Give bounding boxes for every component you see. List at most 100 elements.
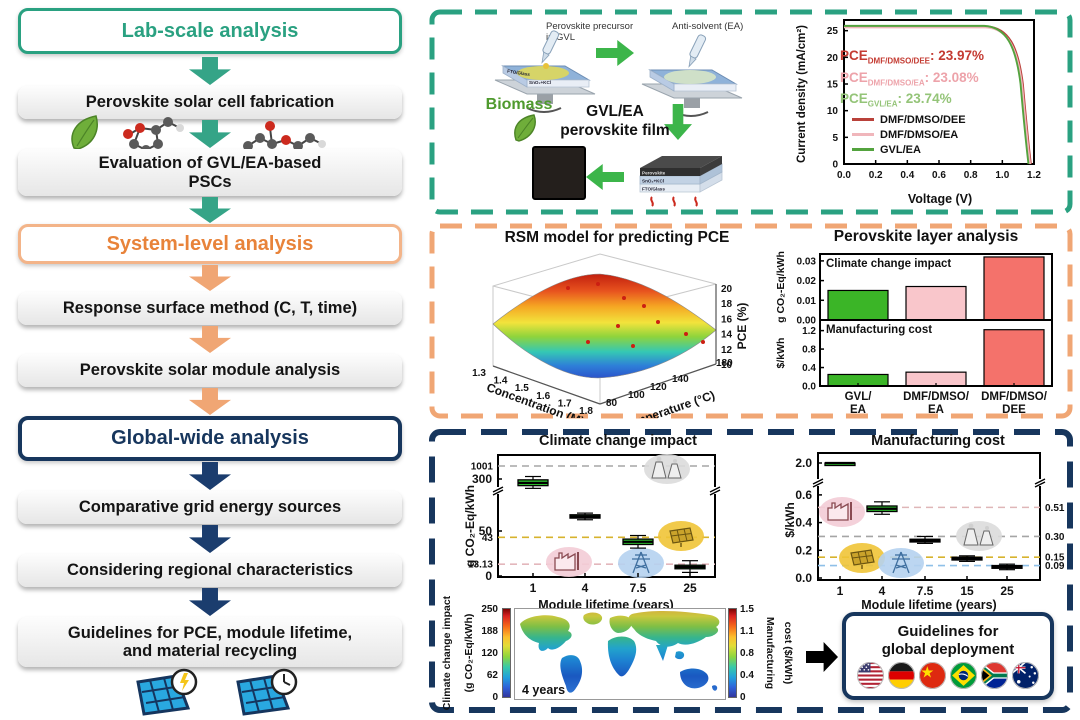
rsm-conc-tick: 1.4 bbox=[493, 376, 507, 387]
rsm-pce-tick: 18 bbox=[721, 299, 733, 310]
layer-ytick: 0.4 bbox=[802, 363, 816, 374]
layer-category-labels: GVL/ EA DMF/DMSO/ EA DMF/DMSO/ DEE bbox=[845, 391, 1048, 416]
jv-ytick: 10 bbox=[827, 106, 839, 117]
rsm-temp-tick: 140 bbox=[672, 374, 689, 385]
box-xtick: 7.5 bbox=[630, 581, 647, 595]
bar-climate bbox=[983, 256, 1045, 321]
pipette-icon bbox=[688, 34, 707, 68]
panel1-ylabel: g CO₂-Eq/kWh bbox=[775, 251, 787, 323]
3d-axes bbox=[492, 284, 717, 405]
deployment-title: Guidelines for global deployment bbox=[881, 623, 1015, 658]
rsm-conc-tick: 1.3 bbox=[472, 368, 486, 379]
flag-united-states-icon bbox=[857, 661, 884, 689]
antisolvent-label: Anti-solvent (EA) bbox=[672, 21, 744, 32]
down-arrow-icon bbox=[189, 525, 231, 553]
response-surface bbox=[492, 273, 717, 379]
continents bbox=[520, 611, 720, 693]
box-ytick: 2.0 bbox=[795, 456, 812, 470]
step-rsm: Response surface method (C, T, time) bbox=[18, 292, 402, 325]
substrate-layer1-label: SnO₂+KCl bbox=[529, 80, 551, 85]
reference-label: 13.13 bbox=[468, 560, 493, 571]
box-xtick: 25 bbox=[1000, 584, 1014, 598]
legend-item: GVL/EA bbox=[852, 142, 966, 157]
down-arrow-icon bbox=[189, 462, 231, 490]
deployment-arrow-icon bbox=[806, 642, 838, 672]
step-label: Perovskite solar cell fabrication bbox=[85, 93, 335, 112]
jv-xtick: 0.4 bbox=[900, 170, 914, 181]
jv-ytick: 25 bbox=[827, 26, 839, 37]
map-right-ticks: 1.5 1.1 0.8 0.4 0 bbox=[740, 604, 766, 703]
box-ytick: 0.0 bbox=[795, 571, 812, 585]
box-ytick: 0 bbox=[485, 569, 492, 583]
global-deployment-box: Guidelines for global deployment bbox=[842, 612, 1054, 700]
solar-panel-lifetime-icon bbox=[236, 668, 298, 716]
map-right-label-1: Manufacturing bbox=[764, 616, 776, 690]
svg-text:DEE: DEE bbox=[1002, 404, 1026, 416]
pce-annotation: PCEDMF/DMSO/DEE: 23.97% bbox=[840, 48, 985, 66]
down-arrow-icon bbox=[189, 120, 231, 148]
power-plant-icon bbox=[644, 454, 690, 484]
system-level-header: System-level analysis bbox=[18, 224, 402, 264]
reference-label: 0.30 bbox=[1045, 532, 1065, 543]
colorbar-tick: 250 bbox=[481, 604, 498, 615]
colorbar-tick: 1.1 bbox=[740, 626, 754, 637]
rsm-pce-tick: 16 bbox=[721, 314, 733, 325]
step-regional: Considering regional characteristics bbox=[18, 554, 402, 587]
reference-label: 0.15 bbox=[1045, 553, 1065, 564]
box-xtick: 1 bbox=[837, 584, 844, 598]
box-frame bbox=[497, 454, 716, 578]
rsm-pce-tick: 20 bbox=[721, 284, 733, 295]
flag-china-icon bbox=[919, 661, 946, 689]
layer-title: Perovskite layer analysis bbox=[833, 228, 1019, 245]
spin-coater-substrate-1: SnO₂+KCl FTO/Glass bbox=[494, 30, 596, 113]
box-xtick: 4 bbox=[582, 581, 589, 595]
box-ytick: 0.2 bbox=[795, 543, 812, 557]
down-arrow-icon bbox=[189, 197, 231, 223]
legend-label: DMF/DMSO/EA bbox=[880, 128, 959, 141]
step-label: Guidelines for PCE, module lifetime, and… bbox=[67, 623, 353, 660]
step-label: Considering regional characteristics bbox=[66, 561, 354, 580]
down-arrow-icon bbox=[189, 265, 231, 291]
flag-germany-icon bbox=[888, 661, 915, 689]
legend-swatch bbox=[852, 133, 874, 136]
step-module: Perovskite solar module analysis bbox=[18, 354, 402, 387]
jv-chart: 0.0 0.2 0.4 0.6 0.8 1.0 1.2 0 5 10 15 20 25 bbox=[827, 19, 1041, 181]
colorbar-tick: 0 bbox=[740, 692, 746, 703]
precursor-label: Perovskite precursor in GVL bbox=[546, 21, 634, 43]
box-ytick: 0.4 bbox=[795, 516, 812, 530]
reference-label: 0.51 bbox=[1045, 503, 1065, 514]
box-xtick: 1 bbox=[530, 581, 537, 595]
power-plant-icon bbox=[956, 521, 1002, 551]
pipette-icon bbox=[541, 30, 560, 64]
jv-xtick: 0.8 bbox=[964, 170, 978, 181]
cost-box-title: Manufacturing cost bbox=[871, 433, 1005, 449]
svg-text:GVL/: GVL/ bbox=[845, 391, 873, 403]
colorbar-tick: 62 bbox=[486, 670, 498, 681]
panel2-label: Manufacturing cost bbox=[826, 324, 932, 336]
jv-xtick: 1.2 bbox=[1027, 170, 1041, 181]
flag-south-africa-icon bbox=[981, 661, 1008, 689]
cost-ylabel: $/kWh bbox=[783, 502, 797, 537]
global-wide-header: Global-wide analysis bbox=[18, 416, 402, 461]
bar-climate bbox=[905, 285, 967, 321]
rsm-conc-tick: 1.5 bbox=[515, 383, 529, 394]
map-right-label-2: cost ($/kWh) bbox=[782, 621, 794, 685]
down-arrow-icon bbox=[189, 57, 231, 85]
box-ytick: 50 bbox=[479, 524, 493, 538]
rsm-temp-tick: 80 bbox=[606, 398, 618, 409]
jv-ytick: 15 bbox=[827, 80, 839, 91]
rsm-temp-tick: 100 bbox=[628, 390, 645, 401]
solar-panel-energy-icon bbox=[136, 668, 198, 716]
svg-text:EA: EA bbox=[928, 404, 944, 416]
legend-item: DMF/DMSO/DEE bbox=[852, 112, 966, 127]
jv-xtick: 0.2 bbox=[869, 170, 883, 181]
cost-xlabel: Module lifetime (years) bbox=[861, 598, 996, 612]
system-level-title: System-level analysis bbox=[106, 232, 314, 255]
climate-colorbar bbox=[502, 608, 511, 698]
map-left-ticks: 250 188 120 62 0 bbox=[470, 604, 498, 703]
step-label: Response surface method (C, T, time) bbox=[62, 299, 358, 318]
stack-fto-label: FTO/Glass bbox=[642, 186, 665, 191]
flag-australia-icon bbox=[1012, 661, 1039, 689]
colorbar-tick: 0 bbox=[492, 692, 498, 703]
substrate-layer2-label: FTO/Glass bbox=[507, 69, 531, 78]
